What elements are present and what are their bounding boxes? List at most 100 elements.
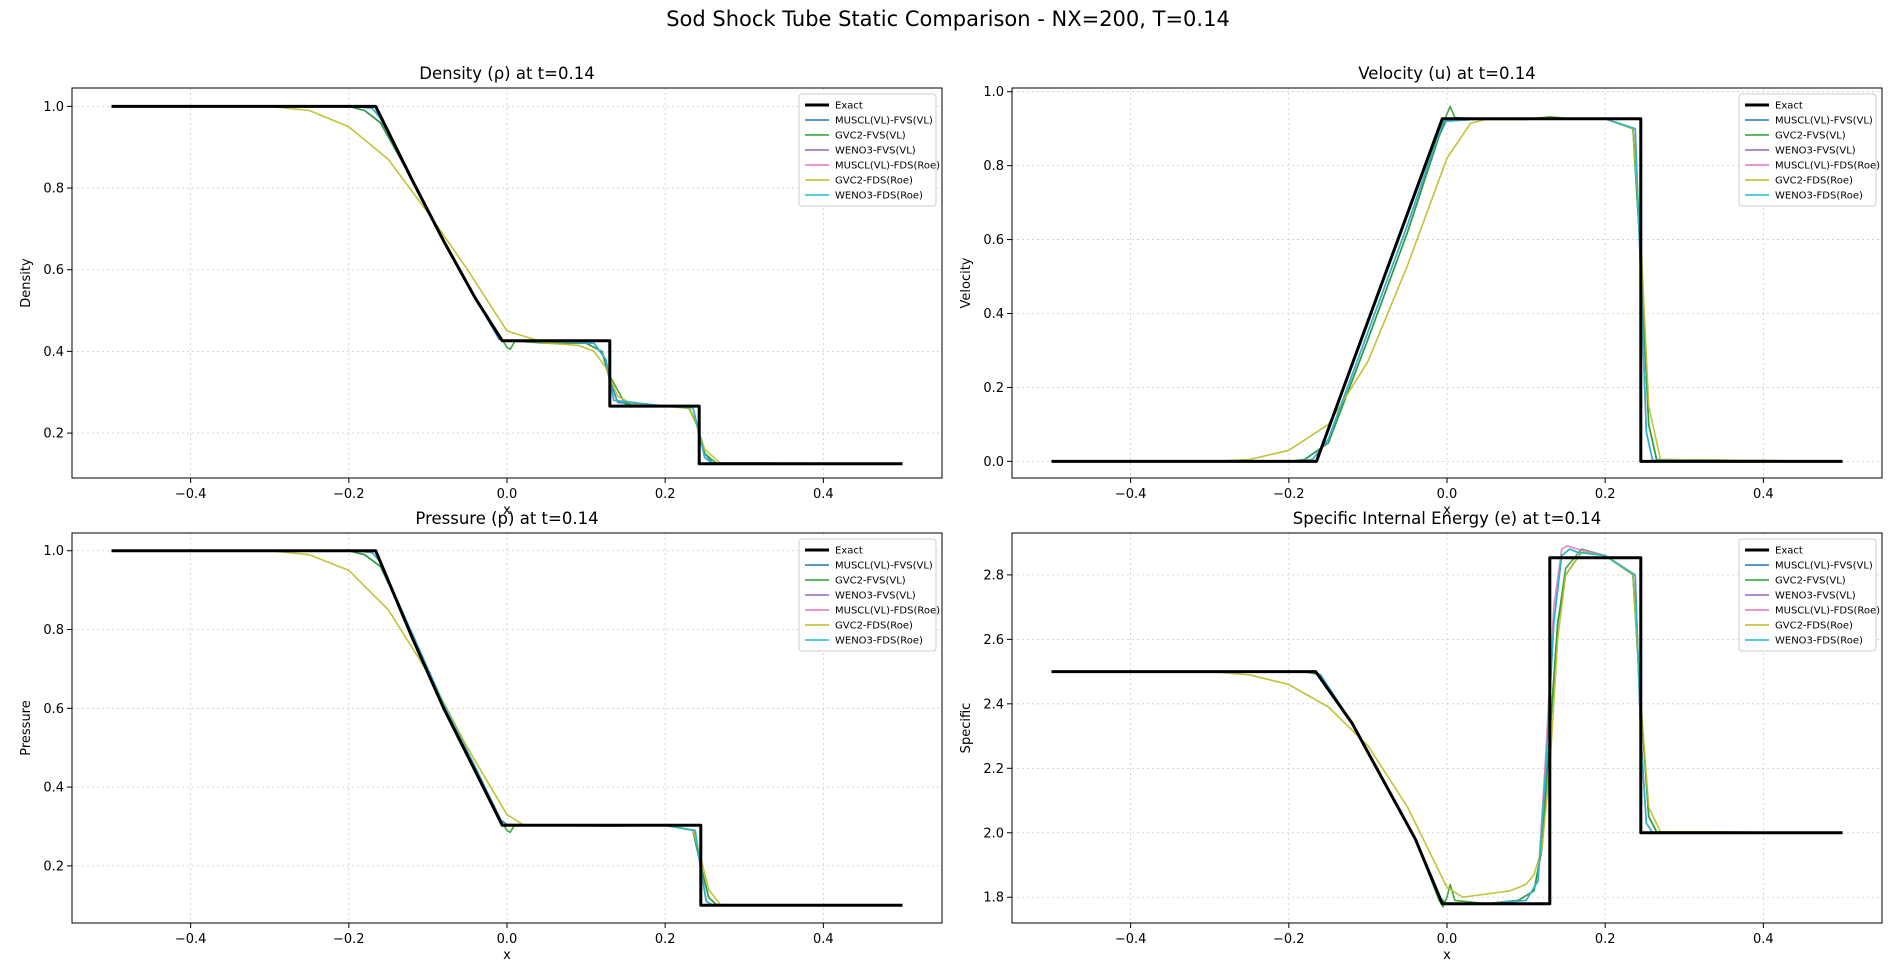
legend-label: MUSCL(VL)-FDS(Roe) (835, 606, 940, 617)
legend-label: GVC2-FDS(Roe) (835, 621, 913, 632)
chart-panel-4: −0.4 −0.2 0.0 0.2 0.4 1.8 2.0 2.2 2.4 2.6 2.8 Speci… (959, 509, 1883, 961)
x-tick-label: −0.4 (175, 487, 207, 502)
x-tick-label: 0.2 (655, 487, 676, 502)
series-line-gvc2-fds-roe- (111, 105, 903, 465)
y-tick-label: 1.0 (43, 544, 64, 559)
x-tick-label: −0.4 (175, 932, 207, 947)
y-tick-label: 0.4 (983, 307, 1004, 322)
legend-label: GVC2-FDS(Roe) (1775, 176, 1853, 187)
legend-label: WENO3-FVS(VL) (1775, 591, 1856, 602)
chart-panel-1: −0.4 −0.2 0.0 0.2 0.4 0.2 0.4 0.6 0.8 1.0 Density … (19, 64, 943, 518)
y-tick-label: 0.2 (983, 381, 1004, 396)
chart-panel-2: −0.4 −0.2 0.0 0.2 0.4 0.0 0.2 0.4 0.6 0.8 1.0 Veloc… (959, 64, 1883, 518)
chart-panel-3: −0.4 −0.2 0.0 0.2 0.4 0.2 0.4 0.6 0.8 1.0 Pressure… (19, 509, 943, 961)
legend-label: MUSCL(VL)-FVS(VL) (1775, 561, 1873, 572)
legend-label: Exact (1775, 546, 1803, 557)
x-axis-label: x (503, 948, 511, 961)
series-line-exact (1051, 117, 1843, 463)
y-axis-label: Specific (959, 703, 974, 754)
series-line-weno3-fvs-vl- (1051, 548, 1843, 905)
legend-label: MUSCL(VL)-FDS(Roe) (1775, 161, 1880, 172)
x-tick-label: −0.4 (1115, 487, 1147, 502)
panel-title: Pressure (p) at t=0.14 (415, 509, 598, 528)
legend-label: GVC2-FVS(VL) (835, 576, 906, 587)
series-line-exact (111, 549, 903, 907)
series-line-exact (111, 104, 903, 466)
legend-label: Exact (1775, 101, 1803, 112)
legend-box (1738, 538, 1877, 652)
x-tick-label: 0.2 (1595, 932, 1616, 947)
y-axis-label: Pressure (19, 700, 34, 756)
legend-label: MUSCL(VL)-FVS(VL) (835, 116, 933, 127)
y-tick-label: 0.8 (43, 623, 64, 638)
legend-label: WENO3-FDS(Roe) (835, 636, 923, 647)
legend: Exact MUSCL(VL)-FVS(VL) GVC2-FVS(VL) WENO3-… (798, 538, 940, 652)
legend: Exact MUSCL(VL)-FVS(VL) GVC2-FVS(VL) WENO3-… (1738, 93, 1880, 207)
legend-label: GVC2-FVS(VL) (1775, 131, 1846, 142)
y-tick-label: 0.6 (43, 702, 64, 717)
y-tick-label: 0.8 (983, 159, 1004, 174)
legend-label: GVC2-FDS(Roe) (1775, 621, 1853, 632)
legend-label: MUSCL(VL)-FDS(Roe) (835, 161, 940, 172)
x-tick-label: 0.0 (1437, 487, 1458, 502)
legend-label: Exact (835, 101, 863, 112)
figure-title: Sod Shock Tube Static Comparison - NX=20… (666, 7, 1230, 31)
y-tick-label: 2.2 (983, 762, 1004, 777)
legend-label: WENO3-FVS(VL) (835, 591, 916, 602)
y-tick-label: 0.6 (983, 233, 1004, 248)
legend-label: MUSCL(VL)-FVS(VL) (1775, 116, 1873, 127)
y-tick-label: 0.2 (43, 427, 64, 442)
y-tick-label: 2.4 (983, 697, 1004, 712)
x-tick-label: −0.2 (1273, 932, 1305, 947)
x-tick-label: 0.0 (497, 487, 518, 502)
x-tick-label: −0.2 (333, 487, 365, 502)
y-tick-label: 2.8 (983, 568, 1004, 583)
y-tick-label: 1.0 (43, 100, 64, 115)
x-tick-label: 0.2 (655, 932, 676, 947)
panel-title: Density (ρ) at t=0.14 (419, 64, 594, 83)
legend-label: Exact (835, 546, 863, 557)
legend-label: WENO3-FDS(Roe) (1775, 191, 1863, 202)
y-axis-label: Velocity (959, 257, 974, 308)
y-axis-label: Density (19, 258, 34, 308)
y-tick-label: 1.8 (983, 891, 1004, 906)
legend-label: WENO3-FVS(VL) (1775, 146, 1856, 157)
x-tick-label: 0.0 (497, 932, 518, 947)
legend-box (1738, 93, 1877, 207)
y-tick-label: 0.2 (43, 859, 64, 874)
legend: Exact MUSCL(VL)-FVS(VL) GVC2-FVS(VL) WENO3-… (1738, 538, 1880, 652)
y-tick-label: 0.8 (43, 182, 64, 197)
x-tick-label: 0.4 (1753, 932, 1774, 947)
y-tick-label: 0.4 (43, 781, 64, 796)
x-tick-label: 0.4 (813, 487, 834, 502)
x-axis-label: x (1443, 503, 1451, 518)
x-tick-label: −0.2 (1273, 487, 1305, 502)
legend: Exact MUSCL(VL)-FVS(VL) GVC2-FVS(VL) WENO3-… (798, 93, 940, 207)
legend-label: GVC2-FVS(VL) (1775, 576, 1846, 587)
legend-label: GVC2-FDS(Roe) (835, 176, 913, 187)
x-tick-label: −0.2 (333, 932, 365, 947)
y-tick-label: 2.0 (983, 826, 1004, 841)
legend-box (798, 538, 937, 652)
x-tick-label: 0.2 (1595, 487, 1616, 502)
legend-box (798, 93, 937, 207)
y-tick-label: 0.0 (983, 455, 1004, 470)
y-tick-label: 0.6 (43, 263, 64, 278)
legend-label: WENO3-FDS(Roe) (1775, 636, 1863, 647)
y-tick-label: 0.4 (43, 345, 64, 360)
y-tick-label: 1.0 (983, 85, 1004, 100)
series-line-weno3-fds-roe- (1051, 548, 1843, 905)
legend-label: WENO3-FVS(VL) (835, 146, 916, 157)
x-tick-label: 0.4 (1753, 487, 1774, 502)
x-axis-label: x (503, 503, 511, 518)
legend-label: GVC2-FVS(VL) (835, 131, 906, 142)
panel-title: Velocity (u) at t=0.14 (1358, 64, 1535, 83)
x-tick-label: 0.0 (1437, 932, 1458, 947)
x-axis-label: x (1443, 948, 1451, 961)
series-line-gvc2-fds-roe- (1051, 551, 1843, 898)
panel-title: Specific Internal Energy (e) at t=0.14 (1293, 509, 1601, 528)
legend-label: MUSCL(VL)-FDS(Roe) (1775, 606, 1880, 617)
y-tick-label: 2.6 (983, 633, 1004, 648)
legend-label: MUSCL(VL)-FVS(VL) (835, 561, 933, 572)
